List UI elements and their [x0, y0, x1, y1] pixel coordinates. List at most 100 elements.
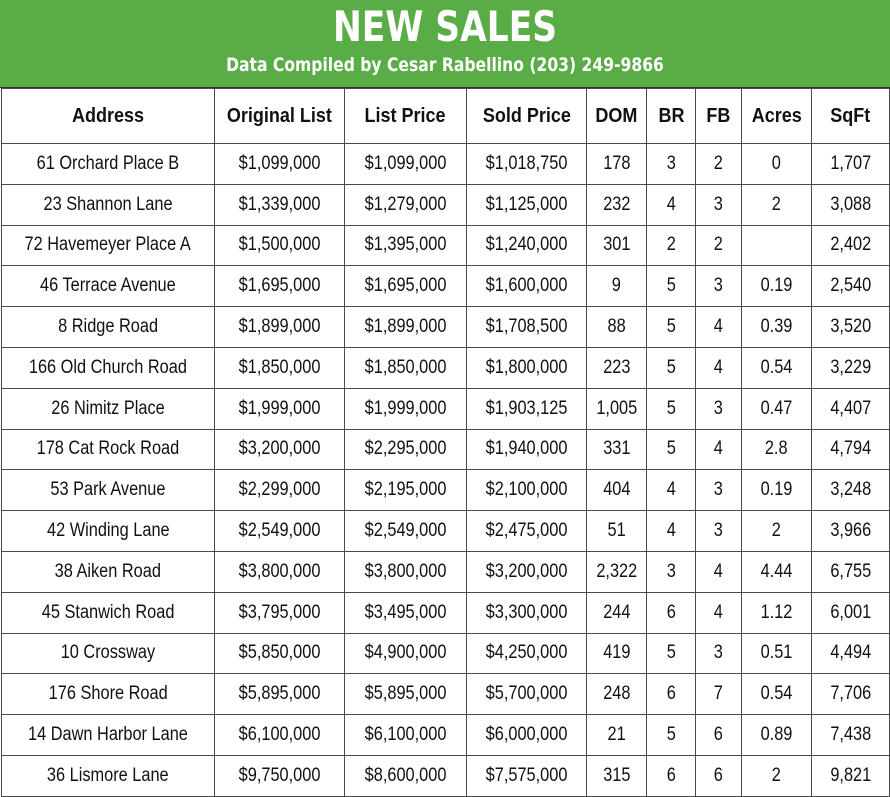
cell-original-list: $1,099,000: [214, 143, 345, 185]
cell-address: 178 Cat Rock Road: [1, 428, 215, 471]
cell-value: 51: [607, 520, 626, 542]
cell-br: 3: [646, 143, 696, 185]
cell-value: 419: [602, 642, 631, 664]
cell-value: $2,195,000: [364, 479, 447, 501]
cell-value: $9,750,000: [238, 764, 321, 786]
cell-sold-price: $1,018,750: [466, 143, 587, 185]
cell-value: 7,706: [830, 683, 871, 705]
cell-value: 6: [666, 683, 676, 705]
column-header-label: FB: [706, 104, 731, 127]
cell-fb: 3: [695, 183, 742, 226]
cell-sqft: 9,821: [811, 754, 890, 797]
cell-value: $1,279,000: [364, 193, 447, 215]
cell-value: $1,899,000: [364, 316, 447, 338]
cell-dom: 301: [586, 224, 647, 267]
cell-original-list: $1,899,000: [214, 306, 345, 348]
cell-dom: 244: [586, 591, 647, 634]
cell-value: $1,695,000: [238, 275, 321, 297]
cell-acres: 2: [741, 510, 812, 552]
cell-value: 5: [666, 724, 676, 746]
cell-value: $1,695,000: [364, 275, 447, 297]
cell-value: 331: [602, 438, 631, 460]
column-header-address: Address: [1, 88, 215, 144]
cell-value: 38 Aiken Road: [54, 560, 162, 582]
cell-value: $2,475,000: [485, 520, 568, 542]
cell-value: 4,794: [830, 438, 871, 460]
cell-sqft: 4,494: [811, 632, 890, 675]
table-row: 10 Crossway $5,850,000 $4,900,000 $4,250,00…: [1, 632, 890, 675]
cell-list-price: $2,195,000: [344, 469, 467, 512]
cell-fb: 7: [695, 673, 742, 716]
cell-value: 3: [713, 479, 724, 501]
cell-value: $3,300,000: [485, 601, 568, 623]
cell-value: 3: [666, 152, 676, 174]
table-row: 72 Havemeyer Place A $1,500,000 $1,395,000…: [1, 224, 890, 267]
cell-value: $3,795,000: [238, 601, 321, 623]
cell-value: 5: [666, 316, 676, 338]
cell-value: 1.12: [760, 601, 793, 623]
cell-original-list: $5,895,000: [214, 673, 345, 716]
cell-value: $7,575,000: [485, 764, 568, 786]
cell-value: 223: [602, 356, 631, 378]
cell-value: 26 Nimitz Place: [51, 397, 165, 419]
table-row: 42 Winding Lane $2,549,000 $2,549,000 $2,47…: [1, 510, 890, 552]
cell-value: 2: [771, 193, 782, 215]
cell-value: $1,099,000: [364, 152, 447, 174]
cell-value: 315: [602, 764, 631, 786]
cell-value: $2,100,000: [485, 479, 568, 501]
cell-value: 4: [666, 520, 676, 542]
cell-sqft: 7,706: [811, 673, 890, 716]
cell-value: 8 Ridge Road: [58, 316, 158, 338]
cell-fb: 6: [695, 754, 742, 797]
cell-value: $5,700,000: [485, 683, 568, 705]
cell-value: 176 Shore Road: [48, 683, 168, 705]
cell-value: $1,339,000: [238, 193, 321, 215]
cell-value: 4: [713, 560, 724, 582]
cell-value: 5: [666, 356, 676, 378]
cell-value: 2,322: [596, 560, 637, 582]
cell-value: 7,438: [830, 724, 871, 746]
cell-original-list: $1,500,000: [214, 224, 345, 267]
column-header-list-price: List Price: [344, 88, 467, 144]
cell-value: $4,250,000: [485, 642, 568, 664]
cell-value: 53 Park Avenue: [50, 479, 166, 501]
cell-value: $2,549,000: [238, 520, 321, 542]
cell-value: 4: [666, 193, 676, 215]
cell-dom: 21: [586, 714, 647, 756]
cell-value: 3: [713, 397, 724, 419]
cell-sold-price: $1,903,125: [466, 387, 587, 430]
cell-sqft: 1,707: [811, 143, 890, 185]
cell-list-price: $6,100,000: [344, 714, 467, 756]
cell-value: 88: [607, 316, 626, 338]
cell-original-list: $1,695,000: [214, 265, 345, 308]
cell-sqft: 4,407: [811, 387, 890, 430]
column-header-sold-price: Sold Price: [466, 88, 587, 144]
cell-sold-price: $1,600,000: [466, 265, 587, 308]
cell-value: 0.54: [760, 683, 793, 705]
cell-sqft: 6,755: [811, 550, 890, 593]
cell-value: 3: [713, 642, 724, 664]
table-row: 176 Shore Road $5,895,000 $5,895,000 $5,700…: [1, 673, 890, 716]
cell-value: 4,407: [830, 397, 871, 419]
cell-sold-price: $1,940,000: [466, 428, 587, 471]
column-header-acres: Acres: [741, 88, 812, 144]
cell-value: 3,520: [830, 316, 871, 338]
cell-value: 178: [602, 152, 631, 174]
cell-original-list: $5,850,000: [214, 632, 345, 675]
cell-sold-price: $5,700,000: [466, 673, 587, 716]
table-row: 61 Orchard Place B $1,099,000 $1,099,000 $1…: [1, 143, 890, 185]
column-header-fb: FB: [695, 88, 742, 144]
cell-value: 301: [602, 234, 631, 256]
cell-value: $1,999,000: [238, 397, 321, 419]
cell-dom: 51: [586, 510, 647, 552]
cell-acres: 2: [741, 754, 812, 797]
cell-value: $3,200,000: [238, 438, 321, 460]
cell-value: $2,299,000: [238, 479, 321, 501]
cell-sold-price: $1,800,000: [466, 346, 587, 389]
cell-br: 4: [646, 469, 696, 512]
cell-original-list: $2,299,000: [214, 469, 345, 512]
cell-br: 2: [646, 224, 696, 267]
cell-value: 0: [771, 152, 782, 174]
cell-value: 0.19: [760, 479, 793, 501]
cell-sqft: 3,229: [811, 346, 890, 389]
